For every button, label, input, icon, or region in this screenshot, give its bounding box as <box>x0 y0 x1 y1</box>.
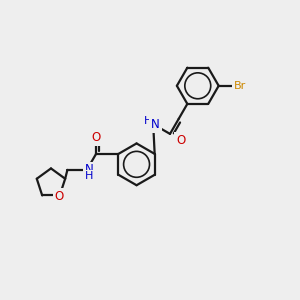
Text: O: O <box>92 131 101 144</box>
Text: O: O <box>176 134 185 147</box>
Text: N: N <box>85 164 94 176</box>
Text: H: H <box>85 172 93 182</box>
Text: O: O <box>55 190 64 203</box>
Text: N: N <box>151 118 160 131</box>
Text: H: H <box>144 116 152 126</box>
Text: Br: Br <box>234 81 247 91</box>
